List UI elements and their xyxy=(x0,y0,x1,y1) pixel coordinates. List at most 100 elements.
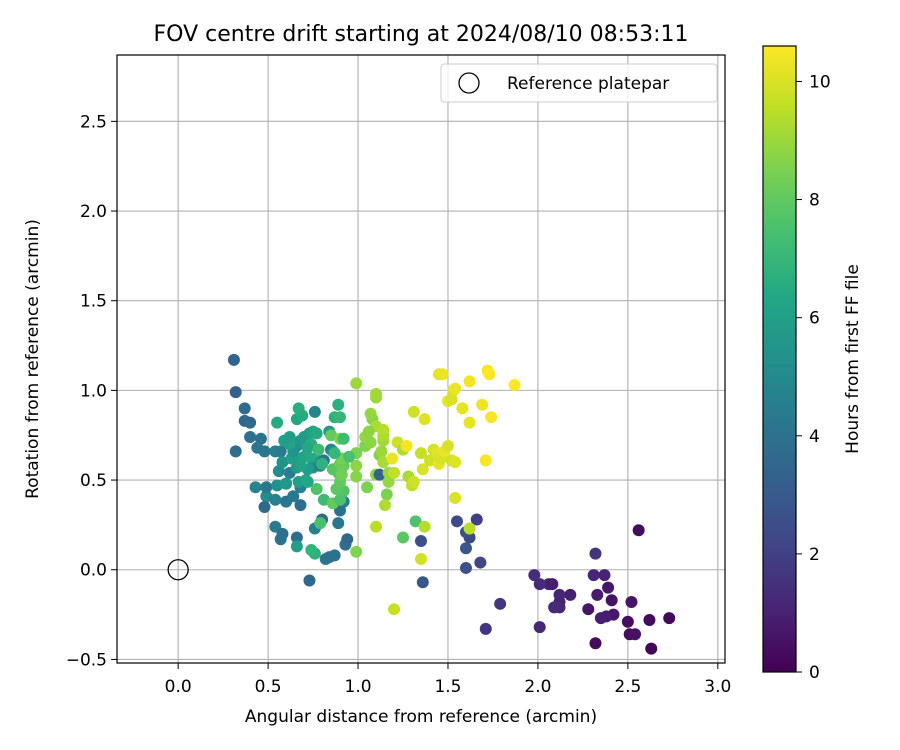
data-point xyxy=(332,517,345,530)
data-point xyxy=(335,468,348,481)
data-point xyxy=(370,387,383,400)
plot-frame xyxy=(116,54,726,664)
data-point xyxy=(269,493,282,506)
data-point xyxy=(418,413,431,426)
data-point xyxy=(377,456,390,469)
reference-platepar-marker xyxy=(167,559,189,581)
data-point xyxy=(645,642,658,655)
data-point xyxy=(548,601,561,614)
data-point xyxy=(533,621,546,634)
data-point xyxy=(463,375,476,388)
data-point xyxy=(274,533,287,546)
data-point xyxy=(494,597,507,610)
y-tick-label: 2.0 xyxy=(80,202,107,222)
data-point xyxy=(350,377,363,390)
colorbar-tick-label: 8 xyxy=(809,191,820,211)
data-point xyxy=(375,445,388,458)
colorbar-tick-label: 2 xyxy=(809,545,820,565)
data-point xyxy=(362,425,375,438)
data-point xyxy=(409,515,422,528)
data-point xyxy=(373,468,386,481)
x-tick-label: 2.5 xyxy=(614,677,641,697)
data-point xyxy=(292,402,305,415)
colorbar-tick-label: 0 xyxy=(809,663,820,683)
data-point xyxy=(260,490,273,503)
data-point xyxy=(382,475,395,488)
data-point xyxy=(459,542,472,555)
data-point xyxy=(470,513,483,526)
data-point xyxy=(450,515,463,528)
scatter-points xyxy=(227,353,676,655)
data-point xyxy=(621,615,634,628)
data-point xyxy=(276,456,289,469)
data-point xyxy=(436,368,449,381)
data-point xyxy=(238,402,251,415)
data-point xyxy=(308,405,321,418)
data-point xyxy=(625,596,638,609)
y-tick-label: 0.5 xyxy=(80,471,107,491)
data-point xyxy=(283,431,296,444)
data-point xyxy=(449,382,462,395)
data-point xyxy=(415,552,427,565)
y-tick-label: 1.0 xyxy=(80,381,107,401)
data-point xyxy=(271,416,284,429)
data-point xyxy=(449,456,462,469)
colorbar-ticks: 0 2 4 6 8 10 xyxy=(796,72,831,683)
data-point xyxy=(441,439,454,452)
data-point xyxy=(463,522,476,535)
data-point xyxy=(418,520,431,533)
data-point xyxy=(594,612,607,625)
y-axis-label: Rotation from reference (arcmin) xyxy=(23,219,43,499)
data-point xyxy=(361,481,374,494)
data-point xyxy=(416,576,429,589)
data-point xyxy=(310,427,323,440)
data-point xyxy=(589,637,602,650)
reference-marker xyxy=(167,559,189,581)
data-point xyxy=(227,353,240,366)
x-axis-ticks: 0.0 0.5 1.0 1.5 2.0 2.5 3.0 xyxy=(165,663,731,697)
data-point xyxy=(474,556,487,569)
data-point xyxy=(290,531,303,544)
data-point xyxy=(294,499,307,512)
data-point xyxy=(605,594,618,607)
data-point xyxy=(528,569,541,582)
data-point xyxy=(463,416,476,429)
legend-marker-circle xyxy=(458,72,480,94)
y-tick-label: 1.5 xyxy=(80,292,107,312)
data-point xyxy=(377,423,390,436)
data-point xyxy=(301,475,314,488)
data-point xyxy=(341,533,354,546)
data-point xyxy=(260,481,273,494)
data-point xyxy=(312,443,325,456)
data-point xyxy=(388,466,401,479)
data-point xyxy=(476,398,489,411)
data-point xyxy=(370,520,383,533)
data-point xyxy=(483,368,496,381)
data-point xyxy=(350,470,363,483)
data-point xyxy=(325,429,338,442)
x-tick-label: 1.5 xyxy=(434,677,461,697)
data-point xyxy=(643,613,656,626)
x-tick-label: 1.0 xyxy=(345,677,372,697)
data-point xyxy=(343,450,356,463)
data-point xyxy=(416,463,429,476)
data-point xyxy=(303,574,316,587)
colorbar-tick-label: 6 xyxy=(809,309,820,329)
y-axis-ticks: −0.5 0.0 0.5 1.0 1.5 2.0 2.5 xyxy=(66,112,117,670)
data-point xyxy=(350,459,363,472)
data-point xyxy=(305,544,318,557)
data-point xyxy=(632,524,645,537)
data-point xyxy=(582,603,595,616)
y-tick-label: 2.5 xyxy=(80,112,107,132)
data-point xyxy=(598,569,611,582)
data-point xyxy=(229,445,242,458)
data-point xyxy=(479,454,492,467)
data-point xyxy=(629,628,642,641)
data-point xyxy=(479,622,492,635)
data-point xyxy=(229,386,242,399)
data-point xyxy=(280,477,293,490)
data-point xyxy=(415,447,427,460)
data-point xyxy=(332,398,345,411)
